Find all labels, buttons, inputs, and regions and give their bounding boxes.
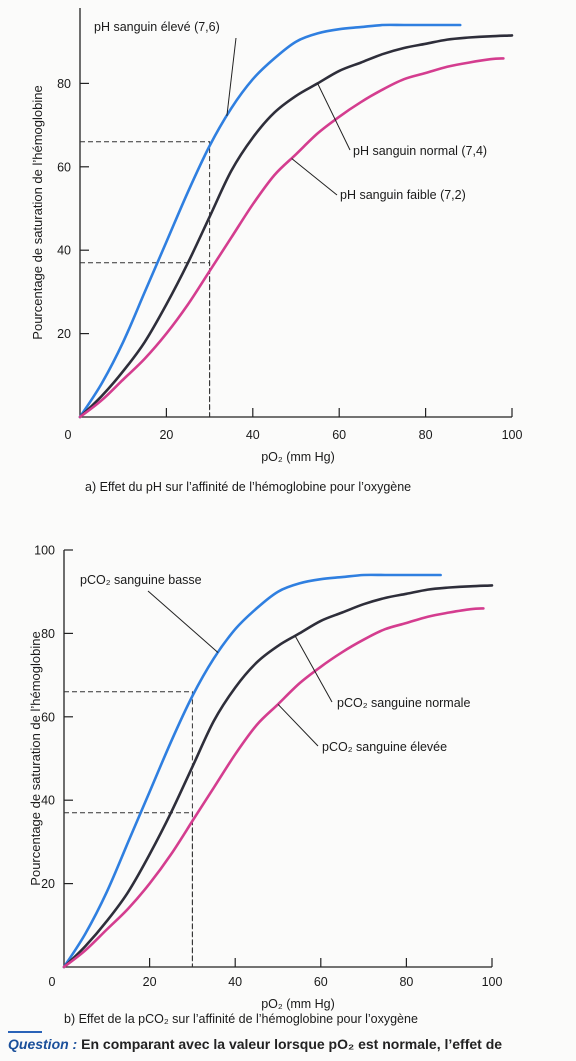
x-tick-label: 80	[419, 428, 433, 442]
series-line	[64, 575, 441, 967]
question-label: Question :	[8, 1036, 77, 1052]
x-axis-label: pO₂ (mm Hg)	[261, 997, 335, 1011]
series-line	[80, 58, 503, 417]
x-tick-label: 20	[143, 975, 157, 989]
annotation-leader-line	[148, 591, 218, 653]
x-tick-label: 20	[159, 428, 173, 442]
series-annotation: pCO₂ sanguine normale	[337, 696, 470, 710]
annotation-leader-line	[292, 158, 337, 195]
question-text: En comparant avec la valeur lorsque pO₂ …	[81, 1036, 502, 1052]
y-tick-label: 80	[41, 627, 55, 641]
y-tick-label: 20	[41, 877, 55, 891]
x-tick-label: 60	[332, 428, 346, 442]
annotation-leader-line	[295, 636, 332, 702]
question-rule	[8, 1031, 42, 1033]
question-line: Question : En comparant avec la valeur l…	[8, 1036, 502, 1052]
series-line	[64, 608, 483, 967]
x-tick-label: 100	[502, 428, 523, 442]
annotation-leader-line	[278, 704, 318, 746]
series-annotation: pH sanguin élevé (7,6)	[94, 20, 220, 34]
y-axis-label: Pourcentage de saturation de l’hémoglobi…	[28, 631, 43, 885]
y-tick-label: 40	[57, 244, 71, 258]
chart-b-pco2-effect: 0 20 40 60 80 100 20 40 60 80 100 pCO₂ sanguine bas…	[28, 544, 502, 1027]
x-axis-label: pO₂ (mm Hg)	[261, 450, 335, 464]
series-annotation: pH sanguin faible (7,2)	[340, 188, 466, 202]
chart-caption: a) Effet du pH sur l’affinité de l’hémog…	[85, 480, 411, 494]
series-annotation: pCO₂ sanguine basse	[80, 573, 202, 587]
chart-a-ph-effect: 0 20 40 60 80 100 20 40 60 80 pH sanguin élevé (7,…	[30, 8, 522, 494]
x-tick-label: 0	[65, 428, 72, 442]
x-tick-label: 60	[314, 975, 328, 989]
x-tick-label: 80	[399, 975, 413, 989]
x-tick-label: 40	[228, 975, 242, 989]
y-tick-label: 80	[57, 77, 71, 91]
y-tick-label: 100	[34, 544, 55, 558]
series-line	[80, 25, 460, 417]
y-tick-label: 60	[41, 710, 55, 724]
annotation-leader-line	[318, 83, 350, 150]
chart-caption: b) Effet de la pCO₂ sur l’affinité de l’…	[64, 1012, 418, 1026]
x-tick-label: 0	[49, 975, 56, 989]
x-tick-label: 40	[246, 428, 260, 442]
y-tick-label: 60	[57, 160, 71, 174]
x-tick-label: 100	[482, 975, 503, 989]
reference-dashed-line	[64, 692, 192, 967]
y-tick-label: 40	[41, 794, 55, 808]
y-tick-label: 20	[57, 327, 71, 341]
series-annotation: pH sanguin normal (7,4)	[353, 144, 487, 158]
reference-dashed-line	[80, 142, 210, 417]
series-annotation: pCO₂ sanguine élevée	[322, 740, 447, 754]
y-axis-label: Pourcentage de saturation de l’hémoglobi…	[30, 85, 45, 339]
